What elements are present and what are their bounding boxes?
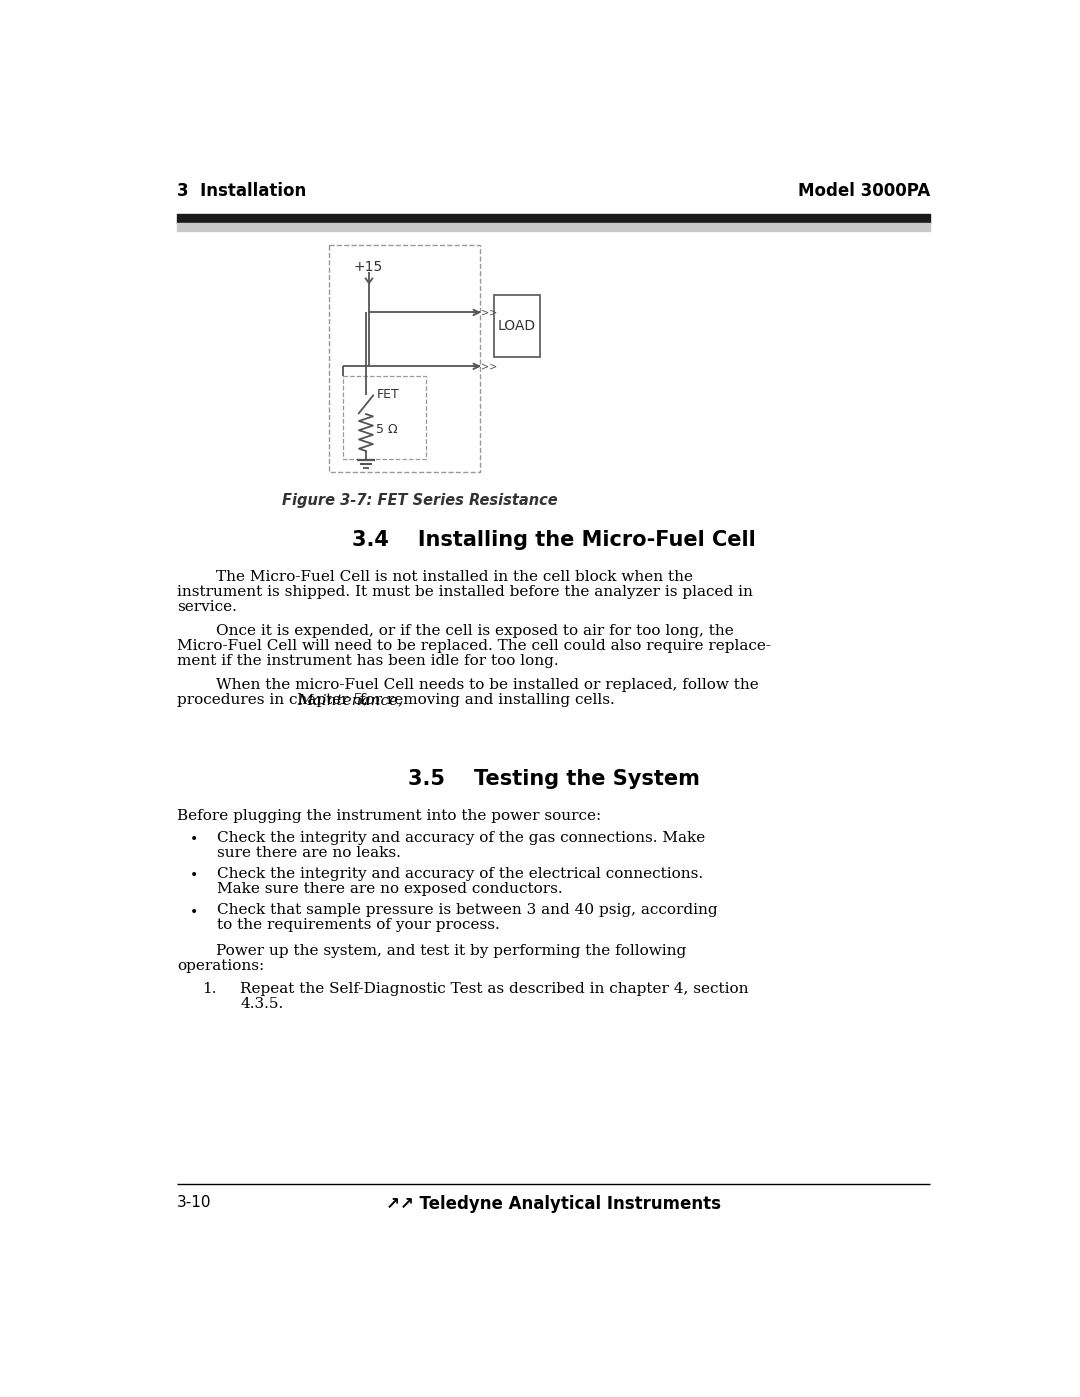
Text: Repeat the Self-Diagnostic Test as described in chapter 4, section: Repeat the Self-Diagnostic Test as descr… bbox=[241, 982, 748, 996]
Text: Check the integrity and accuracy of the gas connections. Make: Check the integrity and accuracy of the … bbox=[217, 831, 705, 845]
Text: LOAD: LOAD bbox=[498, 320, 536, 334]
Text: 3.4    Installing the Micro-Fuel Cell: 3.4 Installing the Micro-Fuel Cell bbox=[352, 529, 755, 549]
Text: >>: >> bbox=[481, 307, 497, 317]
Text: 4.3.5.: 4.3.5. bbox=[241, 996, 284, 1010]
Text: 3-10: 3-10 bbox=[177, 1194, 212, 1210]
Text: •: • bbox=[190, 904, 198, 919]
Text: instrument is shipped. It must be installed before the analyzer is placed in: instrument is shipped. It must be instal… bbox=[177, 584, 753, 598]
Text: +15: +15 bbox=[353, 260, 382, 274]
Text: ment if the instrument has been idle for too long.: ment if the instrument has been idle for… bbox=[177, 654, 558, 668]
Text: for removing and installing cells.: for removing and installing cells. bbox=[354, 693, 615, 707]
Text: When the micro-Fuel Cell needs to be installed or replaced, follow the: When the micro-Fuel Cell needs to be ins… bbox=[177, 678, 758, 692]
Text: >>: >> bbox=[481, 362, 497, 372]
Text: 5 Ω: 5 Ω bbox=[376, 423, 397, 436]
Text: ↗↗ Teledyne Analytical Instruments: ↗↗ Teledyne Analytical Instruments bbox=[386, 1194, 721, 1213]
Text: Check the integrity and accuracy of the electrical connections.: Check the integrity and accuracy of the … bbox=[217, 866, 703, 880]
Text: Check that sample pressure is between 3 and 40 psig, according: Check that sample pressure is between 3 … bbox=[217, 902, 718, 916]
Text: FET: FET bbox=[377, 388, 400, 401]
Text: Power up the system, and test it by performing the following: Power up the system, and test it by perf… bbox=[177, 944, 686, 958]
Text: Model 3000PA: Model 3000PA bbox=[798, 182, 930, 200]
Text: operations:: operations: bbox=[177, 958, 265, 972]
Text: 3  Installation: 3 Installation bbox=[177, 182, 306, 200]
Text: procedures in chapter 5,: procedures in chapter 5, bbox=[177, 693, 373, 707]
Text: Figure 3-7: FET Series Resistance: Figure 3-7: FET Series Resistance bbox=[282, 493, 557, 509]
Text: sure there are no leaks.: sure there are no leaks. bbox=[217, 845, 401, 859]
Text: •: • bbox=[190, 833, 198, 847]
Text: 1.: 1. bbox=[202, 982, 216, 996]
Text: service.: service. bbox=[177, 599, 237, 613]
Text: Make sure there are no exposed conductors.: Make sure there are no exposed conductor… bbox=[217, 882, 563, 895]
Text: Before plugging the instrument into the power source:: Before plugging the instrument into the … bbox=[177, 809, 602, 823]
Text: Micro-Fuel Cell will need to be replaced. The cell could also require replace-: Micro-Fuel Cell will need to be replaced… bbox=[177, 638, 771, 652]
Text: Maintenance,: Maintenance, bbox=[297, 693, 403, 707]
Text: The Micro-Fuel Cell is not installed in the cell block when the: The Micro-Fuel Cell is not installed in … bbox=[177, 570, 693, 584]
Text: Once it is expended, or if the cell is exposed to air for too long, the: Once it is expended, or if the cell is e… bbox=[177, 624, 733, 638]
Text: to the requirements of your process.: to the requirements of your process. bbox=[217, 918, 500, 932]
Text: •: • bbox=[190, 869, 198, 883]
Text: 3.5    Testing the System: 3.5 Testing the System bbox=[407, 770, 700, 789]
